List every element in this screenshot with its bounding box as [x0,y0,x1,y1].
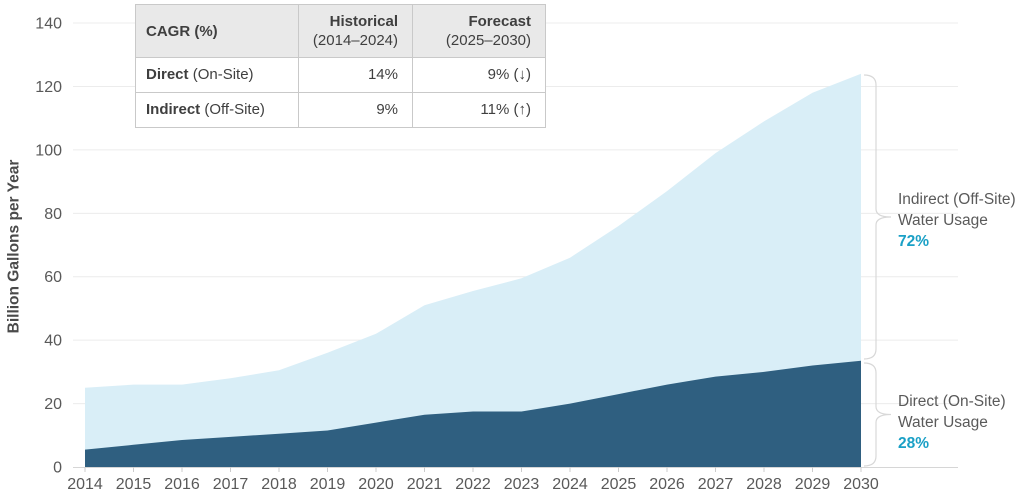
x-tick-label: 2022 [455,476,491,493]
x-tick-label: 2024 [552,476,588,493]
x-tick-label: 2014 [67,476,103,493]
table-row-indirect: Indirect (Off-Site) 9% 11% (↑) [135,92,546,128]
direct-historical-value: 14% [298,57,413,93]
row-label-indirect: Indirect (Off-Site) [135,92,299,128]
x-tick-label: 2015 [116,476,152,493]
area-indirect-offsite [85,73,861,468]
indirect-forecast-value: 11% (↑) [412,92,546,128]
header-forecast: Forecast (2025–2030) [412,4,546,58]
annotation-direct-percent: 28% [898,435,930,452]
annotation-indirect-percent: 72% [898,233,930,250]
y-axis-title: Billion Gallons per Year [5,159,23,334]
row-label-direct: Direct (On-Site) [135,57,299,93]
indirect-historical-value: 9% [298,92,413,128]
x-tick-label: 2020 [358,476,394,493]
header-cagr: CAGR (%) [135,4,299,58]
x-tick-label: 2019 [310,476,346,493]
y-tick-label: 0 [53,460,62,477]
x-tick-label: 2029 [795,476,831,493]
x-tick-label: 2026 [649,476,685,493]
x-tick-label: 2030 [843,476,879,493]
table-header-row: CAGR (%) Historical (2014–2024) Forecast(… [135,4,546,58]
cagr-table: CAGR (%) Historical (2014–2024) Forecast(… [135,4,546,128]
x-tick-label: 2018 [261,476,297,493]
x-tick-label: 2023 [504,476,540,493]
annotation-indirect: Indirect (Off-Site) Water Usage 72% [898,189,1016,252]
table-row-direct: Direct (On-Site) 14% 9% (↓) [135,57,546,93]
y-tick-label: 140 [35,16,62,33]
annotation-indirect-line1: Indirect (Off-Site) [898,191,1016,208]
y-tick-label: 20 [44,396,62,413]
y-tick-label: 100 [35,142,62,159]
header-historical: Historical (2014–2024) [298,4,413,58]
annotation-direct-line1: Direct (On-Site) [898,393,1006,410]
area-direct-onsite [85,360,861,467]
annotation-indirect-line2: Water Usage [898,212,988,229]
annotation-direct: Direct (On-Site) Water Usage 28% [898,391,1006,454]
x-tick-label: 2028 [746,476,782,493]
y-tick-label: 40 [44,333,62,350]
annotation-direct-line2: Water Usage [898,414,988,431]
x-tick-label: 2025 [601,476,637,493]
y-tick-label: 120 [35,79,62,96]
x-tick-label: 2027 [698,476,734,493]
y-tick-label: 80 [44,206,62,223]
direct-forecast-value: 9% (↓) [412,57,546,93]
bracket-direct [863,362,892,467]
x-tick-label: 2017 [213,476,249,493]
bracket-indirect [863,74,892,360]
y-tick-label: 60 [44,269,62,286]
x-tick-label: 2016 [164,476,200,493]
x-tick-label: 2021 [407,476,443,493]
